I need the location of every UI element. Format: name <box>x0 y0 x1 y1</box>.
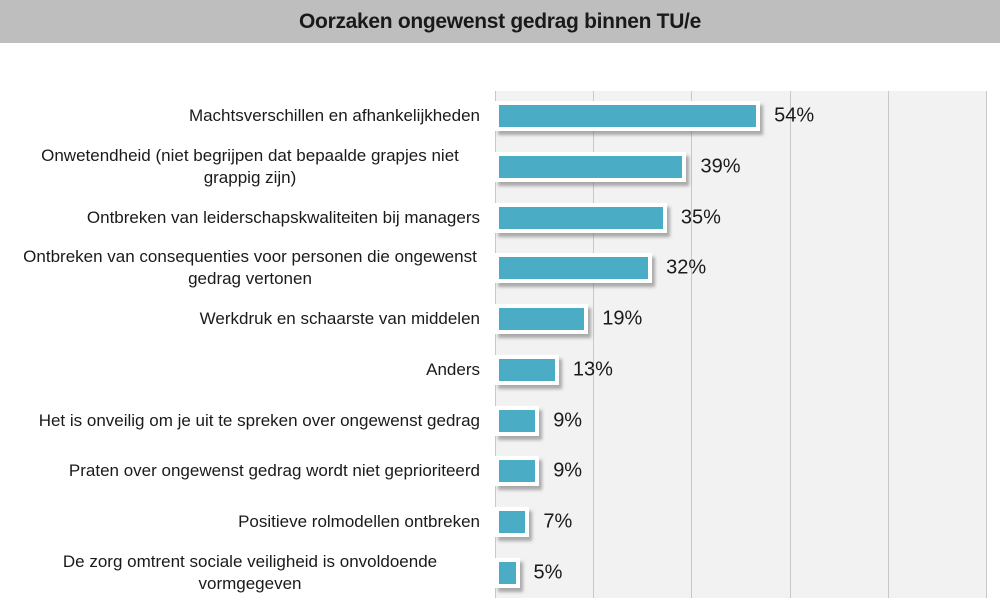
chart-title-banner: Oorzaken ongewenst gedrag binnen TU/e <box>0 0 1000 43</box>
category-label: Praten over ongewenst gedrag wordt niet … <box>68 461 480 481</box>
value-label: 9% <box>553 409 583 432</box>
gridline-0pct <box>495 91 496 598</box>
value-label: 5% <box>533 561 563 584</box>
gridline-60pct <box>789 91 791 598</box>
bar <box>495 405 540 436</box>
bar <box>495 354 559 385</box>
category-label: Positieve rolmodellen ontbreken <box>238 511 480 531</box>
bar-chart: Machtsverschillen en afhankelijkheden 54%… <box>0 43 1000 610</box>
category-label: Onwetendheid (niet begrijpen dat bepaald… <box>41 146 459 188</box>
category-label: Machtsverschillen en afhankelijkheden <box>188 106 480 126</box>
bar <box>495 557 520 588</box>
bar <box>495 304 589 335</box>
category-label: De zorg omtrent sociale veiligheid is on… <box>62 551 438 593</box>
bar <box>495 202 667 233</box>
gridline-80pct <box>887 91 889 598</box>
bar <box>495 152 687 183</box>
gridline-20pct <box>593 91 595 598</box>
value-label: 7% <box>543 510 573 533</box>
bar <box>495 506 530 537</box>
bar <box>495 101 761 132</box>
value-label: 39% <box>700 155 741 178</box>
category-label: Ontbreken van consequenties voor persone… <box>23 247 477 289</box>
value-label: 19% <box>602 307 643 330</box>
category-label: Anders <box>426 359 480 379</box>
value-label: 32% <box>666 256 707 279</box>
value-label: 9% <box>553 459 583 482</box>
value-label: 35% <box>680 206 721 229</box>
category-label: Werkdruk en schaarste van middelen <box>199 309 480 329</box>
category-label: Ontbreken van leiderschapskwaliteiten bi… <box>86 207 480 227</box>
gridline-100pct <box>986 91 987 598</box>
value-label: 13% <box>572 358 613 381</box>
bar <box>495 253 653 284</box>
gridline-40pct <box>691 91 693 598</box>
chart-title: Oorzaken ongewenst gedrag binnen TU/e <box>299 9 701 33</box>
value-label: 54% <box>774 104 815 127</box>
category-label: Het is onveilig om je uit te spreken ove… <box>38 410 480 430</box>
bar <box>495 456 540 487</box>
